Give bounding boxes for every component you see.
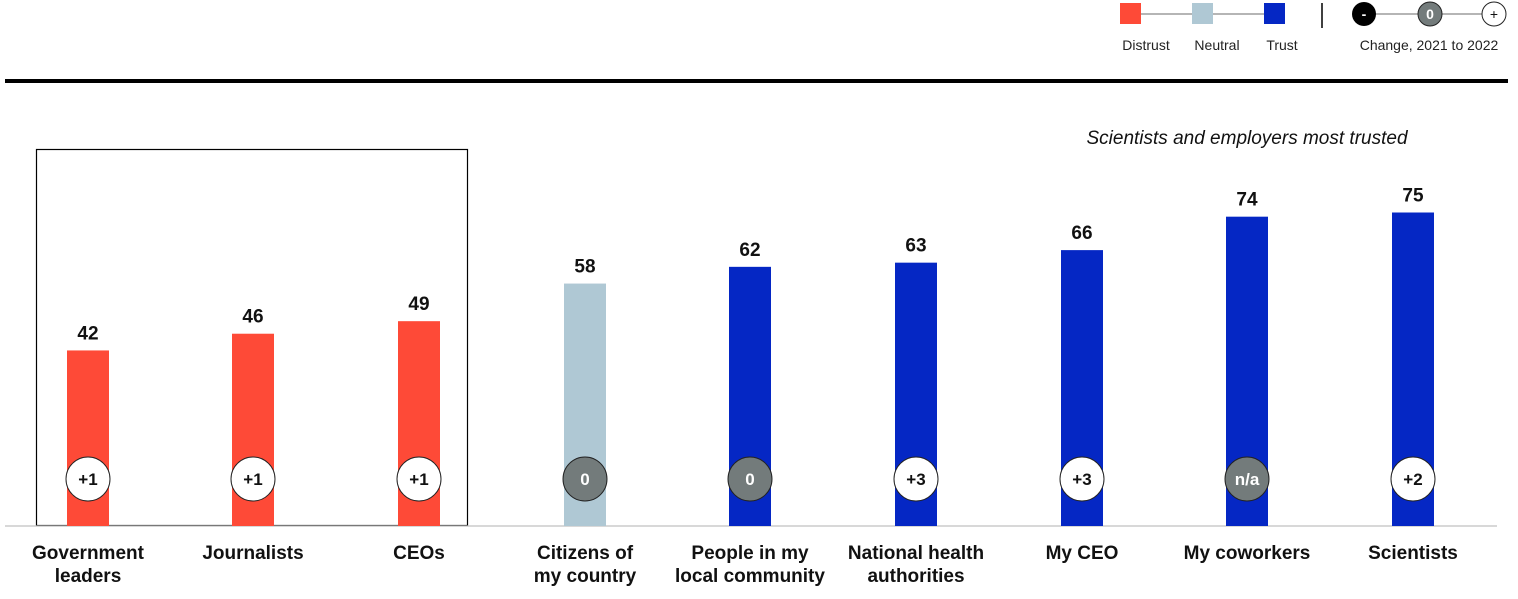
change-label-people-in-my-local-community: 0: [745, 470, 754, 489]
legend-change-title: Change, 2021 to 2022: [1360, 37, 1499, 53]
legend-label-distrust: Distrust: [1122, 37, 1170, 53]
legend-swatch-trust: [1264, 3, 1285, 24]
change-badge-scientists: [1390, 456, 1436, 502]
value-label-government-leaders: 42: [77, 323, 98, 344]
change-badge-government-leaders: [65, 456, 111, 502]
change-label-scientists: +2: [1403, 470, 1422, 489]
category-label-government-leaders: leaders: [55, 566, 122, 587]
value-label-ceos: 49: [408, 294, 429, 315]
change-label-ceos: +1: [409, 470, 428, 489]
category-label-government-leaders: Government: [32, 543, 145, 564]
category-label-national-health-authorities: National health: [848, 543, 984, 564]
legend-change-negative-icon: [1352, 2, 1376, 26]
change-label-government-leaders: +1: [78, 470, 97, 489]
chart-annotation: Scientists and employers most trusted: [1086, 128, 1408, 149]
value-label-scientists: 75: [1402, 186, 1424, 207]
legend-change-positive-label: +: [1490, 6, 1498, 22]
change-label-my-ceo: +3: [1072, 470, 1091, 489]
change-badge-people-in-my-local-community: [727, 456, 773, 502]
legend-change-neutral-icon: [1417, 1, 1443, 27]
category-label-scientists: Scientists: [1368, 543, 1458, 564]
value-label-citizens-of-my-country: 58: [574, 257, 595, 278]
category-label-citizens-of-my-country: Citizens of: [537, 543, 634, 564]
top-rule: [5, 79, 1508, 83]
category-label-citizens-of-my-country: my country: [534, 566, 637, 587]
legend-change-negative-label: -: [1362, 6, 1367, 22]
legend-label-neutral: Neutral: [1194, 37, 1239, 53]
legend-swatch-neutral: [1192, 3, 1213, 24]
value-label-my-ceo: 66: [1071, 223, 1092, 244]
change-badge-ceos: [396, 456, 442, 502]
change-label-my-coworkers: n/a: [1235, 470, 1260, 489]
category-label-national-health-authorities: authorities: [867, 566, 964, 587]
value-label-national-health-authorities: 63: [905, 236, 926, 257]
category-label-people-in-my-local-community: local community: [675, 566, 825, 587]
change-badge-my-ceo: [1059, 456, 1105, 502]
legend-label-trust: Trust: [1266, 37, 1297, 53]
change-badge-journalists: [230, 456, 276, 502]
category-label-ceos: CEOs: [393, 543, 445, 564]
category-label-my-ceo: My CEO: [1046, 543, 1119, 564]
change-label-journalists: +1: [243, 470, 262, 489]
legend-swatch-distrust: [1120, 3, 1141, 24]
value-label-journalists: 46: [242, 307, 263, 328]
value-label-my-coworkers: 74: [1236, 190, 1258, 211]
category-label-my-coworkers: My coworkers: [1184, 543, 1311, 564]
legend-change-neutral-label: 0: [1426, 6, 1434, 22]
change-label-citizens-of-my-country: 0: [580, 470, 589, 489]
legend-change-positive-icon: [1481, 1, 1507, 27]
change-badge-my-coworkers: [1224, 456, 1270, 502]
category-label-people-in-my-local-community: People in my: [691, 543, 809, 564]
change-badge-national-health-authorities: [893, 456, 939, 502]
legend: Distrust Neutral Trust - 0 + Change, 202…: [1120, 1, 1507, 53]
value-label-people-in-my-local-community: 62: [739, 240, 760, 261]
change-label-national-health-authorities: +3: [906, 470, 925, 489]
category-label-journalists: Journalists: [202, 543, 303, 564]
change-badge-citizens-of-my-country: [562, 456, 608, 502]
